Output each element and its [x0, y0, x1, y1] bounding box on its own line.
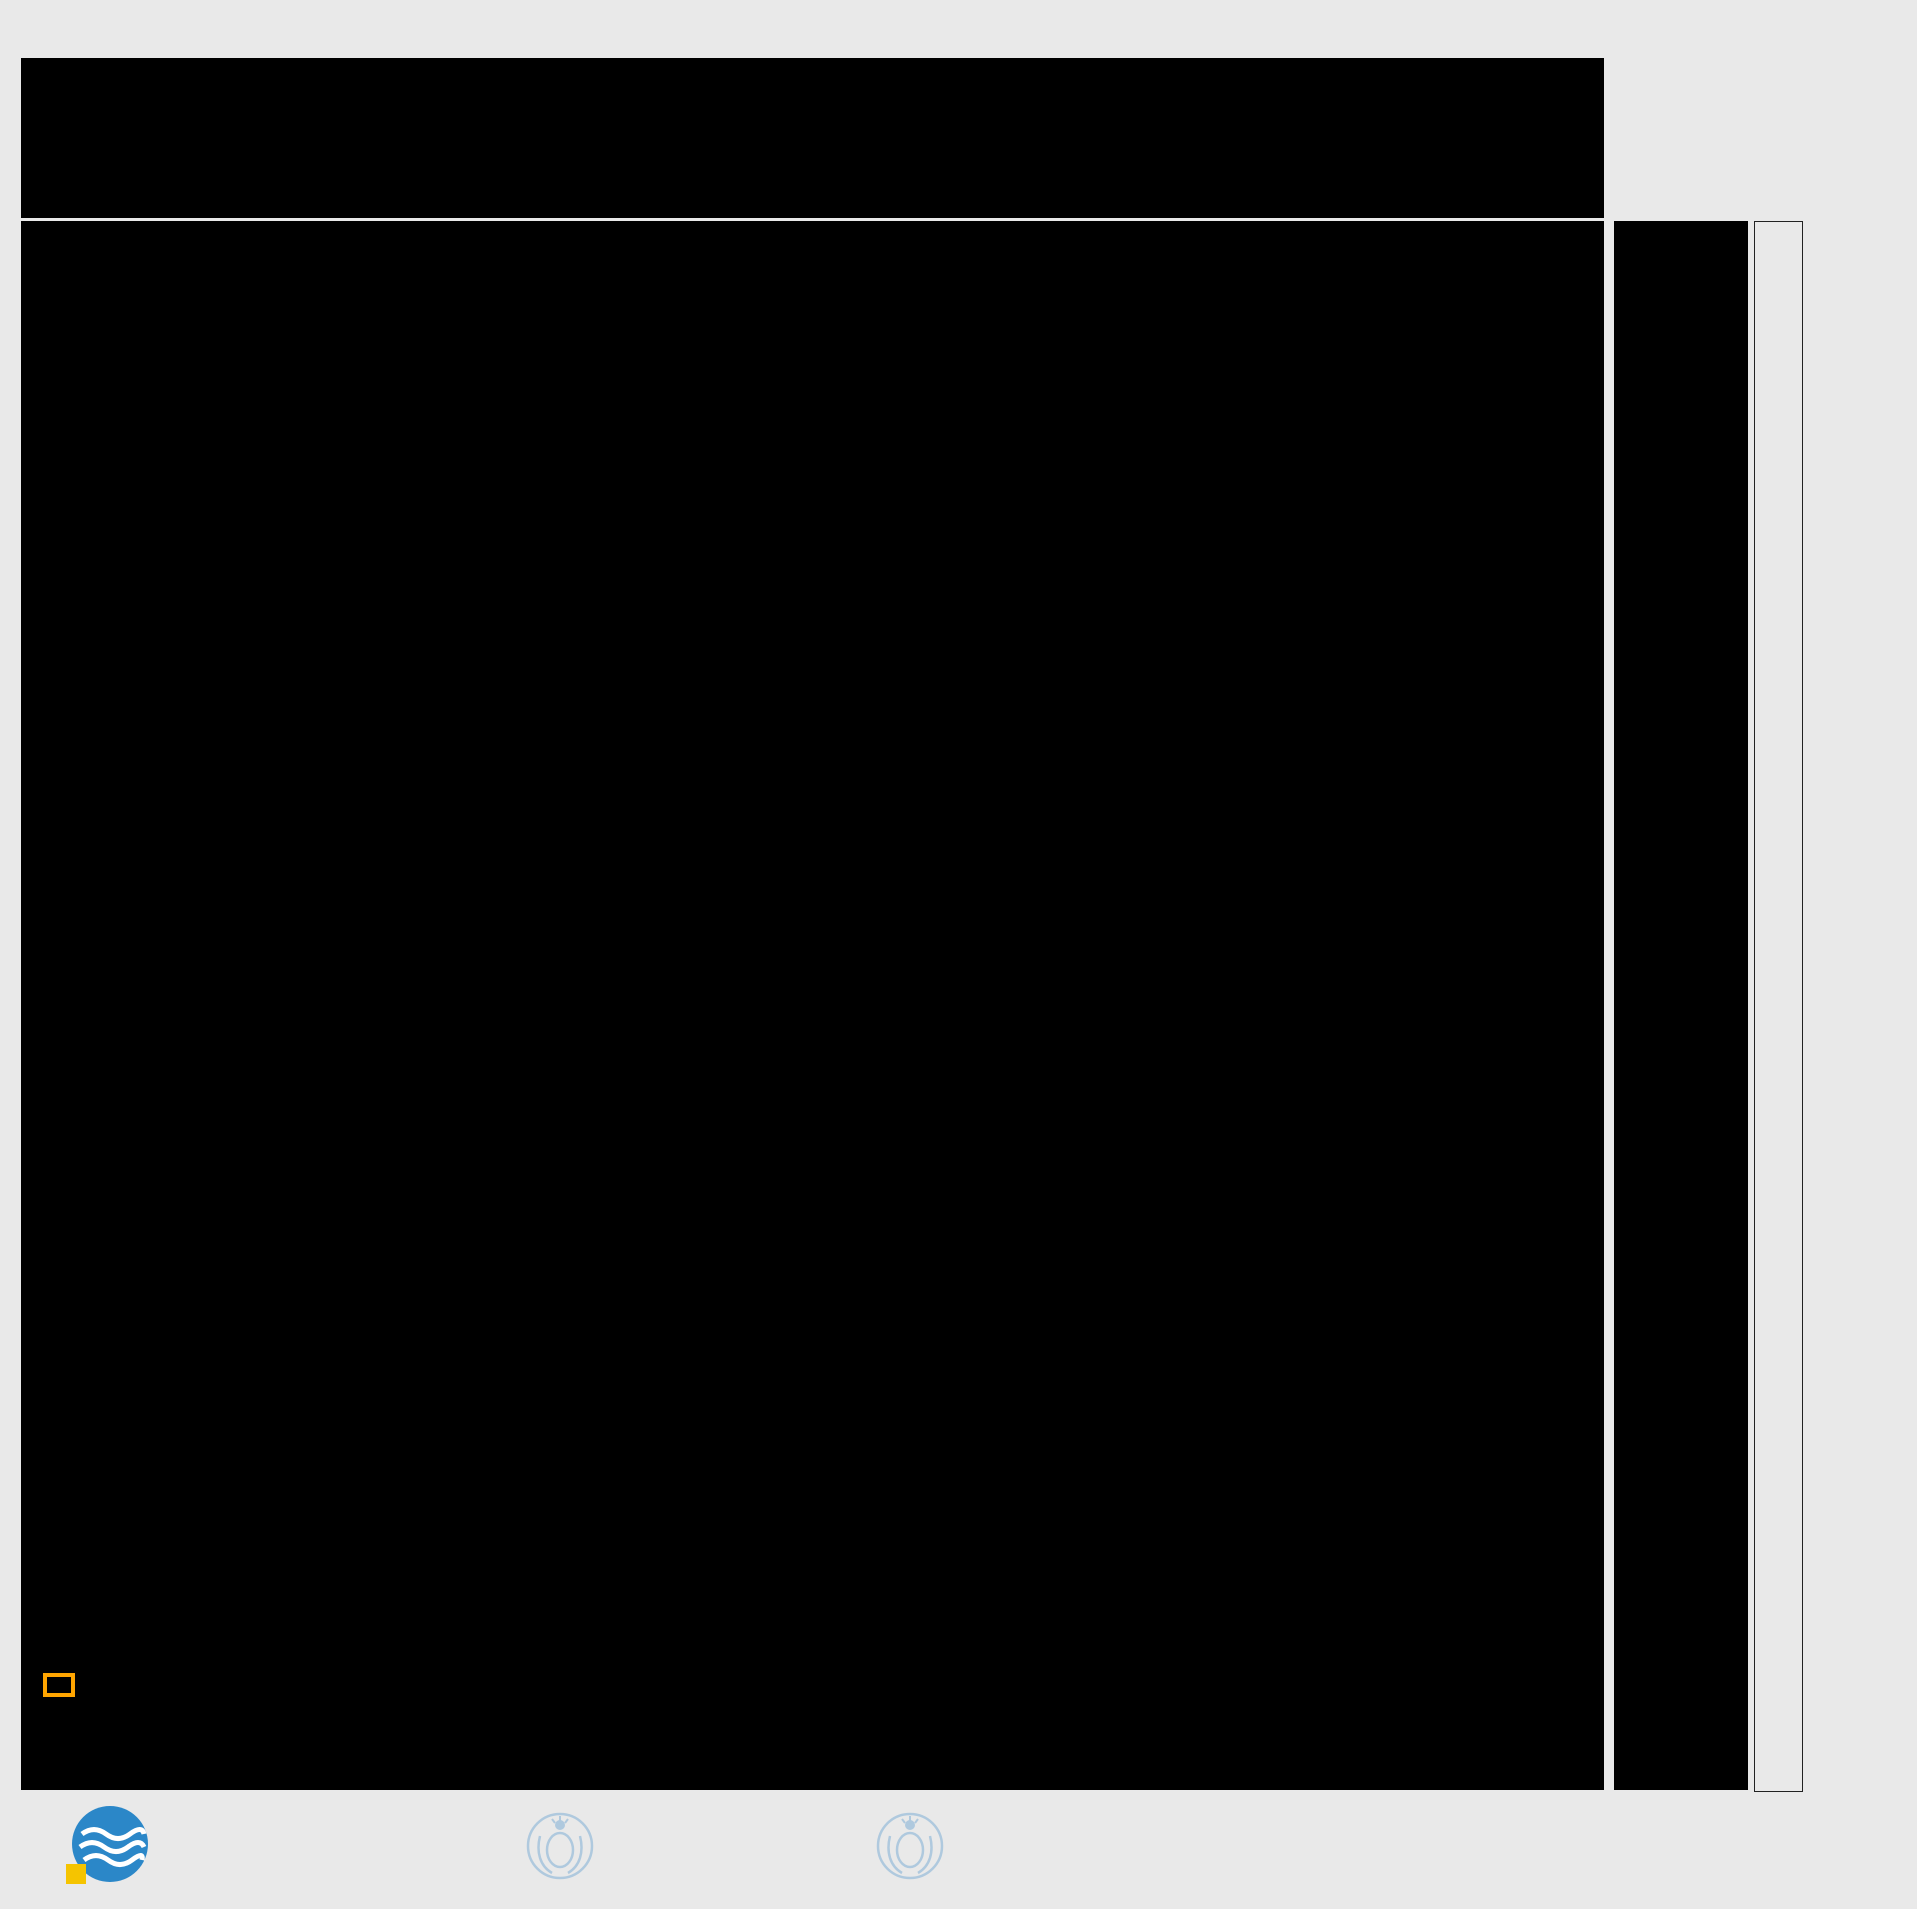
smn-logo-icon — [66, 1806, 148, 1884]
city-labels-layer — [21, 221, 1604, 1790]
top-cross-section-panel — [21, 58, 1604, 218]
footer — [0, 1796, 1917, 1909]
smn-branding — [62, 1800, 168, 1892]
defensa-emblem-icon — [526, 1812, 594, 1880]
radar-echo-canvas — [21, 221, 1604, 1790]
defensa-branding — [524, 1810, 610, 1882]
right-cross-section-panel — [1614, 221, 1748, 1790]
right-cross-section-canvas — [1614, 221, 1748, 1790]
economia-branding — [874, 1810, 960, 1882]
top-cross-section-canvas — [21, 58, 1604, 218]
radar-map-panel — [21, 221, 1604, 1790]
economia-emblem-icon — [876, 1812, 944, 1880]
warning-legend-box — [43, 1673, 75, 1697]
dbz-colorbar — [1754, 221, 1803, 1792]
